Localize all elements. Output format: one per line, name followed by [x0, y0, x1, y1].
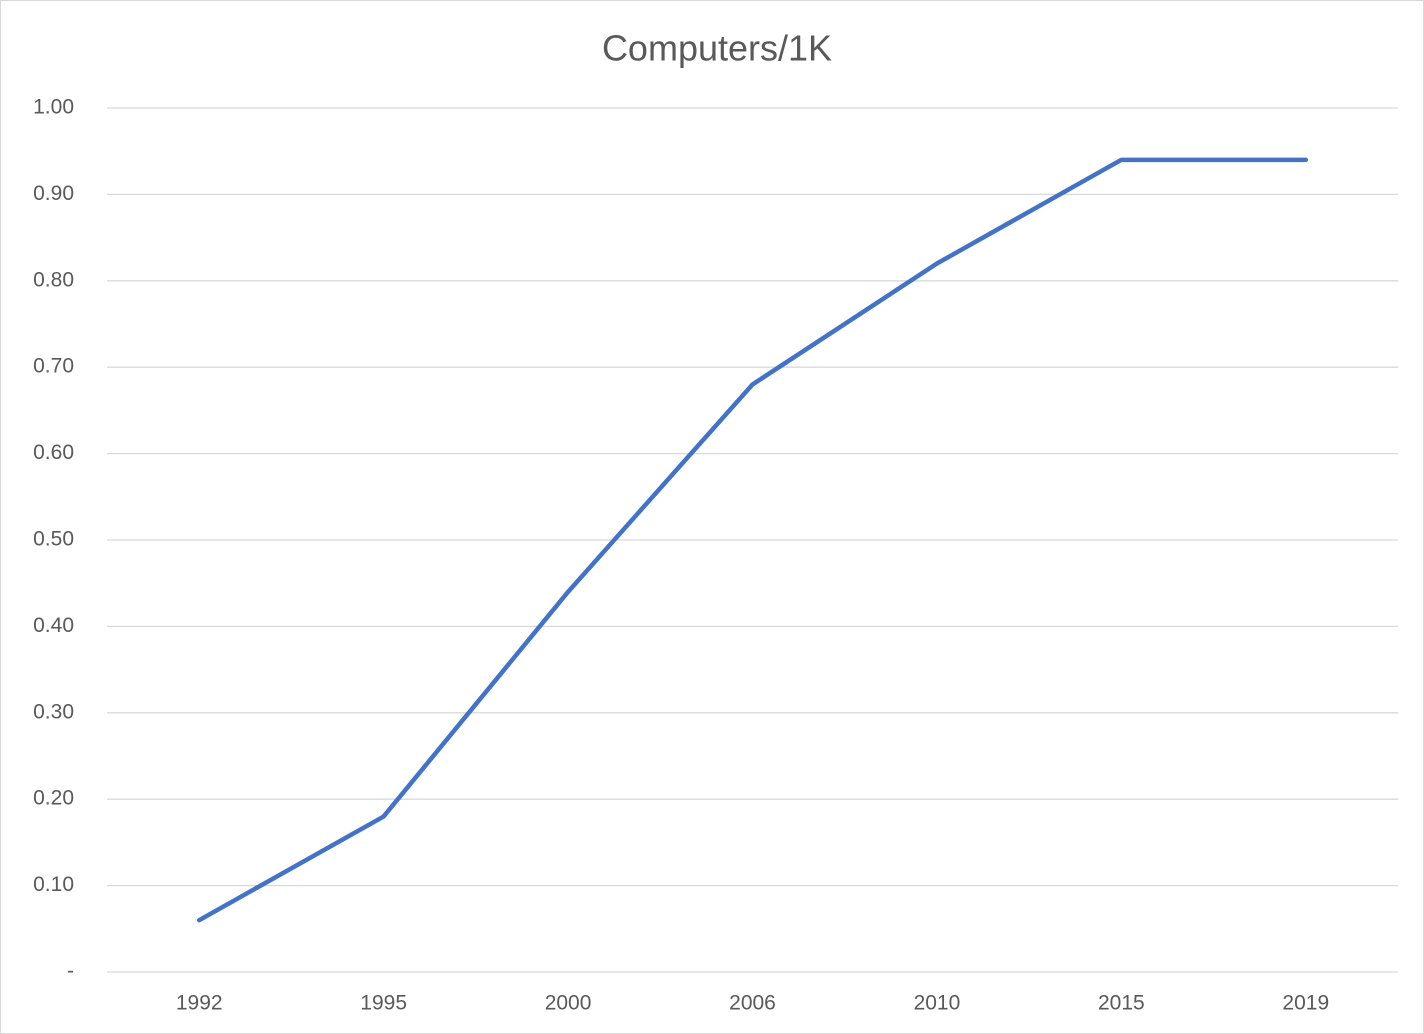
x-tick-label: 2006 — [729, 992, 776, 1015]
y-tick-label: 0.70 — [33, 355, 74, 378]
y-tick-label: 0.10 — [33, 873, 74, 896]
x-tick-label: 1995 — [360, 992, 407, 1015]
y-tick-label: 0.90 — [33, 182, 74, 205]
x-tick-label: 1992 — [176, 992, 223, 1015]
y-tick-label: 0.30 — [33, 700, 74, 723]
y-tick-label: 0.60 — [33, 441, 74, 464]
x-tick-label: 2010 — [914, 992, 961, 1015]
x-tick-label: 2019 — [1282, 992, 1329, 1015]
chart-title: Computers/1K — [602, 28, 832, 69]
y-tick-label: 0.20 — [33, 787, 74, 810]
y-tick-label: 0.80 — [33, 268, 74, 291]
y-tick-label: 0.50 — [33, 528, 74, 551]
y-tick-label: 1.00 — [33, 96, 74, 119]
y-tick-label: - — [67, 960, 74, 983]
y-tick-label: 0.40 — [33, 614, 74, 637]
x-tick-label: 2000 — [545, 992, 592, 1015]
x-tick-label: 2015 — [1098, 992, 1145, 1015]
data-line — [196, 157, 1309, 923]
